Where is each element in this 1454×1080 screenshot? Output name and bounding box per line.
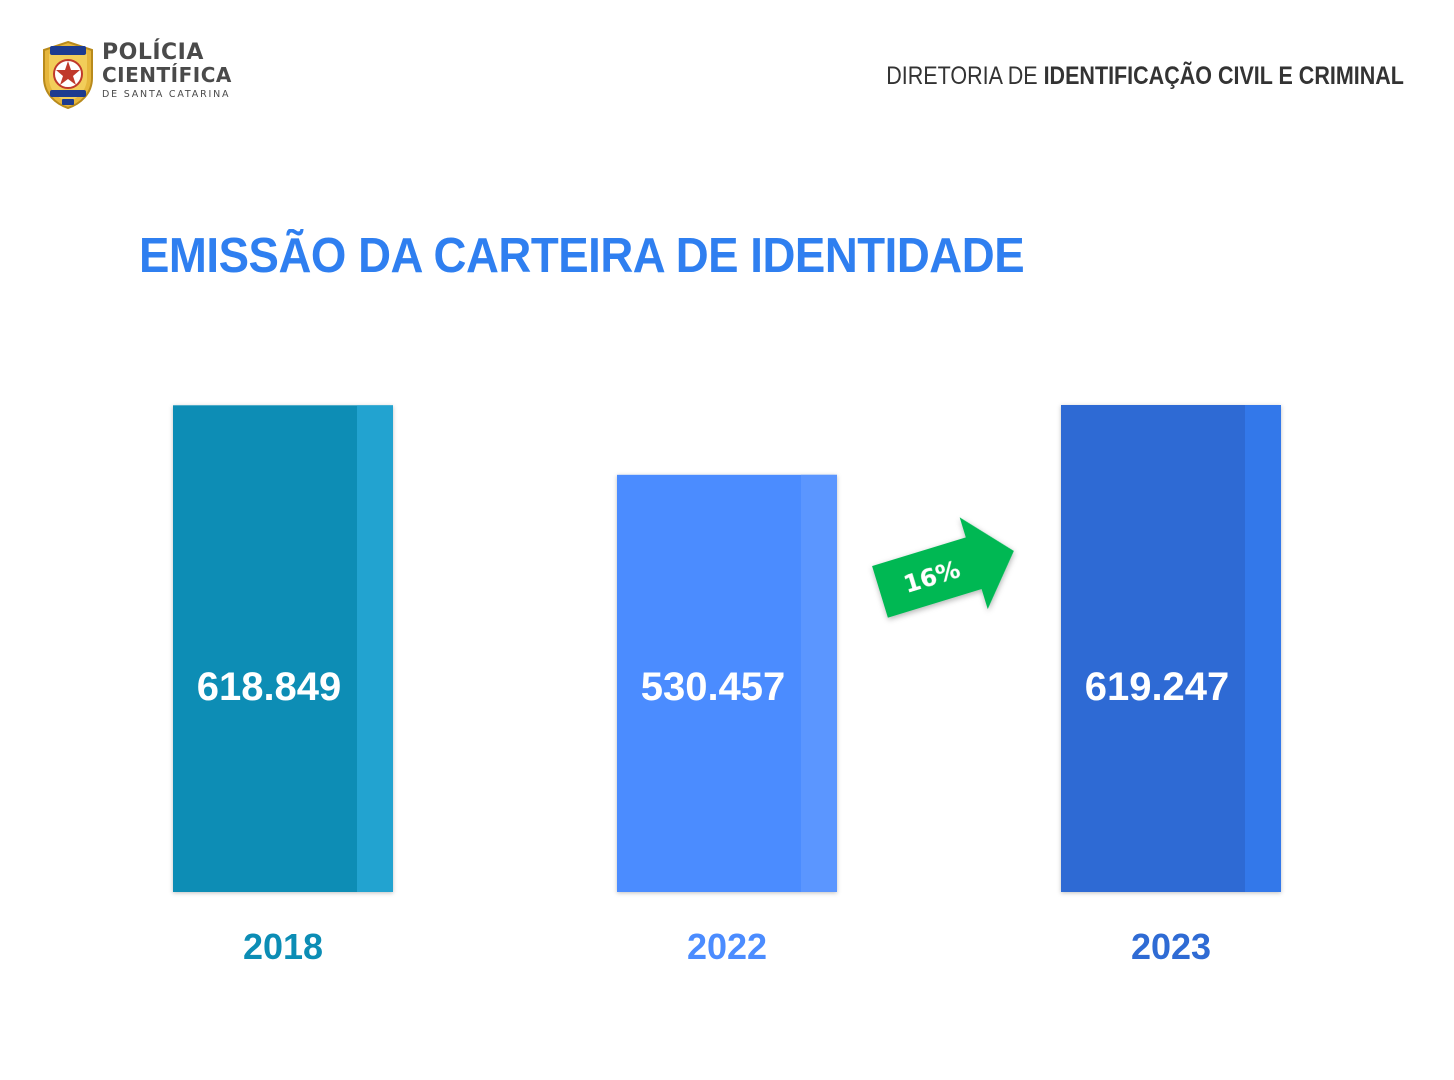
bar-value-label: 619.247: [1085, 665, 1230, 709]
logo: POLÍCIA CIENTÍFICA DE SANTA CATARINA: [40, 40, 250, 112]
bar-value-label: 530.457: [641, 665, 786, 709]
category-label: 2018: [243, 926, 323, 967]
department-title: DIRETORIA DE IDENTIFICAÇÃO CIVIL E CRIMI…: [886, 62, 1404, 91]
bar-accent-2023: [1245, 405, 1281, 892]
bar-2022: [617, 474, 837, 892]
bar-2018: [173, 405, 393, 892]
police-badge-icon: [43, 40, 93, 110]
growth-arrow-shape: [872, 517, 1014, 618]
bar-2023: [1061, 405, 1281, 892]
bar-accent-2018: [357, 405, 393, 892]
up-arrow-icon: 16%: [872, 517, 1014, 618]
department-name: IDENTIFICAÇÃO CIVIL E CRIMINAL: [1043, 62, 1404, 90]
growth-annotation: 16%: [872, 517, 1014, 618]
chart-title: EMISSÃO DA CARTEIRA DE IDENTIDADE: [139, 229, 1025, 283]
logo-subtitle: DE SANTA CATARINA: [102, 89, 231, 100]
logo-title-line1: POLÍCIA: [102, 40, 204, 65]
category-label: 2023: [1131, 926, 1211, 967]
bar-value-label: 618.849: [197, 665, 342, 709]
bars: 618.849 2018 530.457 2022 619.247 2023: [173, 405, 1281, 967]
logo-title-line2: CIENTÍFICA: [102, 63, 232, 87]
department-prefix: DIRETORIA DE: [886, 62, 1044, 90]
bar-accent-2022: [801, 474, 837, 892]
category-label: 2022: [687, 926, 767, 967]
